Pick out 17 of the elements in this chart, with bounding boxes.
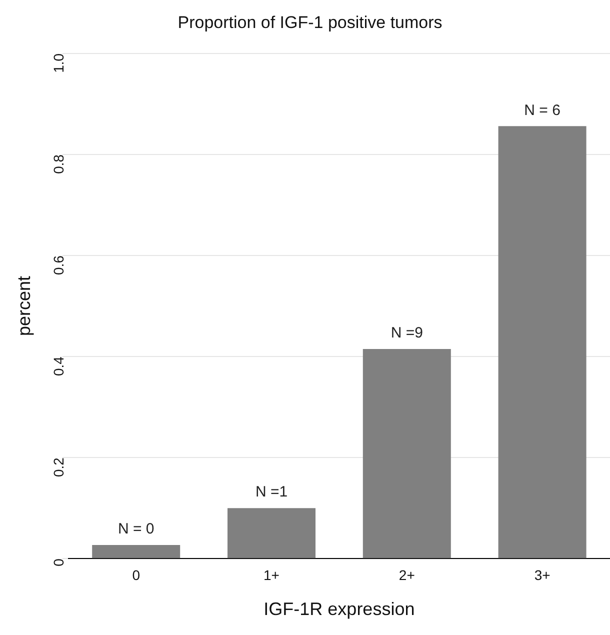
annotation: N =1	[255, 484, 288, 501]
annotation: N = 6	[524, 102, 560, 119]
y-tick-label: 0.2	[50, 457, 66, 478]
x-tick-label: 2+	[398, 566, 415, 583]
annotation: N = 0	[118, 520, 154, 538]
chart-title: Proportion of IGF-1 positive tumors	[178, 12, 442, 32]
y-tick-label: 0.8	[50, 154, 66, 174]
annotation: N =9	[390, 324, 423, 342]
x-tick-label: 3+	[534, 566, 550, 583]
y-tick-label: 0.4	[50, 356, 66, 376]
y-tick-label: 0	[50, 558, 66, 566]
x-tick-label: 1+	[264, 566, 280, 583]
x-tick-label: 0	[132, 566, 140, 583]
y-tick-label: 1.0	[50, 53, 66, 73]
y-tick-label: 0.6	[50, 255, 66, 275]
x-axis-title: IGF-1R expression	[264, 599, 415, 620]
y-axis-title: percent	[14, 276, 34, 336]
